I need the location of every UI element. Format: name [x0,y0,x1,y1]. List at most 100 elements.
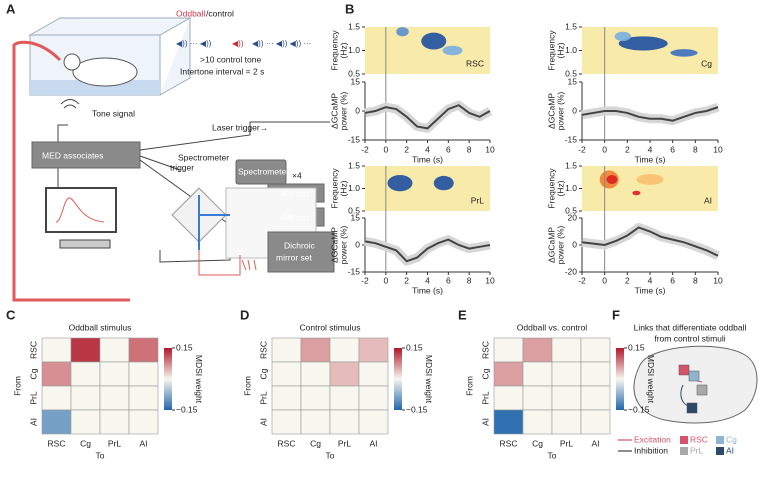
x-tick-label: 10 [485,144,495,154]
spectrogram-title: RSC [466,58,484,68]
x-tick-label: 4 [425,275,430,285]
y-tick-label: 0.5 [348,205,360,215]
colorbar-tick-label: 0.15 [176,342,193,352]
y-tick-label: 1.0 [565,183,577,193]
y-axis-label: Frequency [546,30,556,71]
heatmap-cell [551,337,582,363]
heatmap-cell [99,337,130,363]
heatmap-title: Control stimulus [300,322,361,332]
y-tick-label: AI [480,418,490,426]
heatmap-cell [493,385,524,411]
legend-region: PrL [690,445,704,455]
spectrogram-blob [421,32,447,50]
y-axis-label: power (%) [555,91,565,130]
y-tick-label: -15 [348,134,361,144]
x-tick-label: 6 [446,144,451,154]
heatmap-cell [99,385,130,411]
panel-label: F [612,307,620,322]
heatmap-cell [358,409,389,435]
svg-text:◀)) ··· ◀)) ◀)) ···: ◀)) ··· ◀)) ◀)) ··· [252,39,311,48]
y-axis-label: power (%) [338,225,348,264]
x-tick-label: 8 [467,144,472,154]
spectrogram-blob [636,174,664,185]
y-tick-label: 15 [568,76,578,86]
x-tick-label: AI [139,438,147,448]
y-tick-label: 1.5 [348,21,360,31]
heatmap-cell [41,337,72,363]
y-tick-label: -15 [348,266,361,276]
laser-trigger: Laser trigger→ [212,122,268,132]
x-tick-label: 10 [485,275,495,285]
dichroic: Dichroic [284,240,315,250]
colorbar-tick-label: −0.15 [406,404,428,414]
heatmap-cell [271,409,302,435]
x-axis-label: Time (s) [635,154,666,164]
x-tick-label: 6 [446,275,451,285]
heatmap-cell [70,409,101,435]
tone-signal: Tone signal [92,108,135,118]
x-tick-label: 10 [713,275,723,285]
spectrogram-blob [442,45,463,56]
heatmap-cell [41,385,72,411]
colorbar-label: MDSI weight [194,355,204,404]
y-tick-label: AI [258,418,268,426]
oddball-label: Oddball [176,8,205,18]
region-square [686,402,698,414]
heatmap-cell [329,337,360,363]
heatmap-cell [580,385,611,411]
heatmap-cell [493,337,524,363]
panel-label: D [240,307,249,322]
y-axis-label: (Hz) [338,42,348,58]
spectrogram-blob [614,31,631,42]
x-tick-label: PrL [338,438,352,448]
y-tick-label: Cg [28,368,38,379]
x-tick-label: PrL [108,438,122,448]
y-axis-label: Frequency [546,168,556,209]
y-tick-label: AI [28,418,38,426]
dichroic: mirror set [276,252,313,262]
x-axis-label: To [96,450,105,460]
y-tick-label: 0 [572,239,577,249]
x-tick-label: 10 [713,144,723,154]
mean-line [364,238,491,263]
heatmap-cell [329,361,360,387]
heatmap-cell [70,385,101,411]
spectrogram [582,166,718,211]
heatmap-cell [99,409,130,435]
x-tick-label: -2 [361,275,369,285]
spectrogram-blob [433,175,454,191]
colorbar-tick-label: −0.15 [628,404,650,414]
heatmap-cell [329,409,360,435]
spectrogram-blob [632,190,641,196]
y-tick-label: 0.5 [565,68,577,78]
y-axis-label: From [464,376,474,396]
heatmap-cell [493,409,524,435]
heatmap-cell [300,385,331,411]
y-axis-label: (Hz) [555,42,565,58]
legend-region: AI [726,445,734,455]
heatmap-cell [329,385,360,411]
laser-488: 488 nm [280,212,308,222]
heatmap-cell [99,361,130,387]
y-tick-label: 15 [351,76,361,86]
y-tick-label: 1.0 [348,45,360,55]
y-tick-label: Cg [258,368,268,379]
x-axis-label: Time (s) [412,154,443,164]
heatmap-cell [551,361,582,387]
x-axis-label: Time (s) [412,285,443,295]
panel-label: A [6,1,16,16]
y-tick-label: 0.5 [348,68,360,78]
x-tick-label: AI [591,438,599,448]
legend-square [716,447,724,455]
heatmap-cell [522,361,553,387]
heatmap-cell [580,361,611,387]
x-tick-label: 4 [648,275,653,285]
spectrogram-blob [387,175,413,192]
x-tick-label: 2 [625,144,630,154]
y-tick-label: RSC [258,341,268,359]
legend-excitation: Excitation [634,434,671,444]
interval: Intertone interval = 2 s [180,66,264,76]
y-tick-label: 0 [355,105,360,115]
y-tick-label: RSC [28,341,38,359]
heatmap-cell [300,361,331,387]
